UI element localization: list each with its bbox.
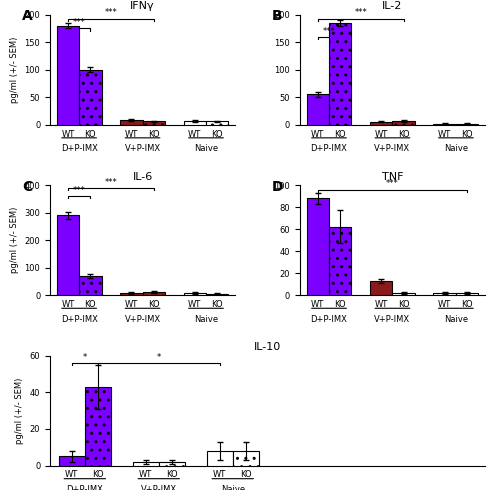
- Title: IL-10: IL-10: [254, 342, 281, 352]
- Bar: [120, 293, 142, 295]
- Bar: [56, 25, 79, 124]
- Text: ***: ***: [104, 178, 117, 187]
- Bar: [132, 462, 159, 466]
- Bar: [232, 451, 259, 465]
- Text: V+P-IMX: V+P-IMX: [374, 145, 410, 153]
- Text: B: B: [272, 9, 283, 23]
- Text: Naive: Naive: [444, 315, 468, 324]
- Bar: [329, 227, 351, 295]
- Bar: [434, 123, 456, 124]
- Bar: [58, 456, 85, 465]
- Text: *: *: [156, 353, 161, 362]
- Bar: [184, 122, 206, 124]
- Text: C: C: [22, 180, 32, 194]
- Y-axis label: pg/ml (+/- SEM): pg/ml (+/- SEM): [10, 207, 19, 273]
- Text: ***: ***: [354, 8, 367, 18]
- Bar: [206, 294, 229, 295]
- Text: Naive: Naive: [220, 485, 245, 490]
- Title: IL-6: IL-6: [132, 172, 152, 182]
- Bar: [120, 120, 142, 124]
- Text: ***: ***: [386, 179, 399, 189]
- Bar: [456, 293, 478, 295]
- Text: V+P-IMX: V+P-IMX: [124, 145, 160, 153]
- Bar: [142, 292, 165, 295]
- Text: ***: ***: [72, 186, 86, 195]
- Text: D: D: [272, 180, 283, 194]
- Text: V+P-IMX: V+P-IMX: [140, 485, 177, 490]
- Bar: [79, 70, 102, 124]
- Bar: [434, 293, 456, 295]
- Text: D+P-IMX: D+P-IMX: [60, 145, 98, 153]
- Text: D+P-IMX: D+P-IMX: [310, 145, 348, 153]
- Bar: [392, 121, 415, 124]
- Title: IFNγ: IFNγ: [130, 1, 155, 11]
- Bar: [456, 123, 478, 124]
- Bar: [184, 293, 206, 295]
- Text: D+P-IMX: D+P-IMX: [60, 315, 98, 324]
- Text: V+P-IMX: V+P-IMX: [124, 315, 160, 324]
- Bar: [159, 462, 185, 466]
- Title: IL-2: IL-2: [382, 1, 402, 11]
- Bar: [142, 122, 165, 124]
- Text: Naive: Naive: [194, 315, 218, 324]
- Text: V+P-IMX: V+P-IMX: [374, 315, 410, 324]
- Bar: [79, 276, 102, 295]
- Bar: [206, 122, 229, 124]
- Y-axis label: pg/ml (+/- SEM): pg/ml (+/- SEM): [10, 36, 19, 103]
- Text: D+P-IMX: D+P-IMX: [66, 485, 103, 490]
- Title: TNF: TNF: [382, 172, 403, 182]
- Bar: [306, 198, 329, 295]
- Text: *: *: [82, 353, 87, 362]
- Bar: [206, 451, 233, 465]
- Text: ***: ***: [322, 26, 336, 36]
- Bar: [329, 23, 351, 124]
- Bar: [370, 122, 392, 124]
- Text: Naive: Naive: [194, 145, 218, 153]
- Text: D+P-IMX: D+P-IMX: [310, 315, 348, 324]
- Bar: [85, 387, 111, 466]
- Bar: [56, 216, 79, 295]
- Bar: [370, 281, 392, 295]
- Bar: [392, 293, 415, 295]
- Text: ***: ***: [72, 18, 86, 27]
- Text: A: A: [22, 9, 33, 23]
- Text: ***: ***: [104, 8, 117, 18]
- Text: Naive: Naive: [444, 145, 468, 153]
- Y-axis label: pg/ml (+/- SEM): pg/ml (+/- SEM): [15, 377, 24, 444]
- Bar: [306, 95, 329, 124]
